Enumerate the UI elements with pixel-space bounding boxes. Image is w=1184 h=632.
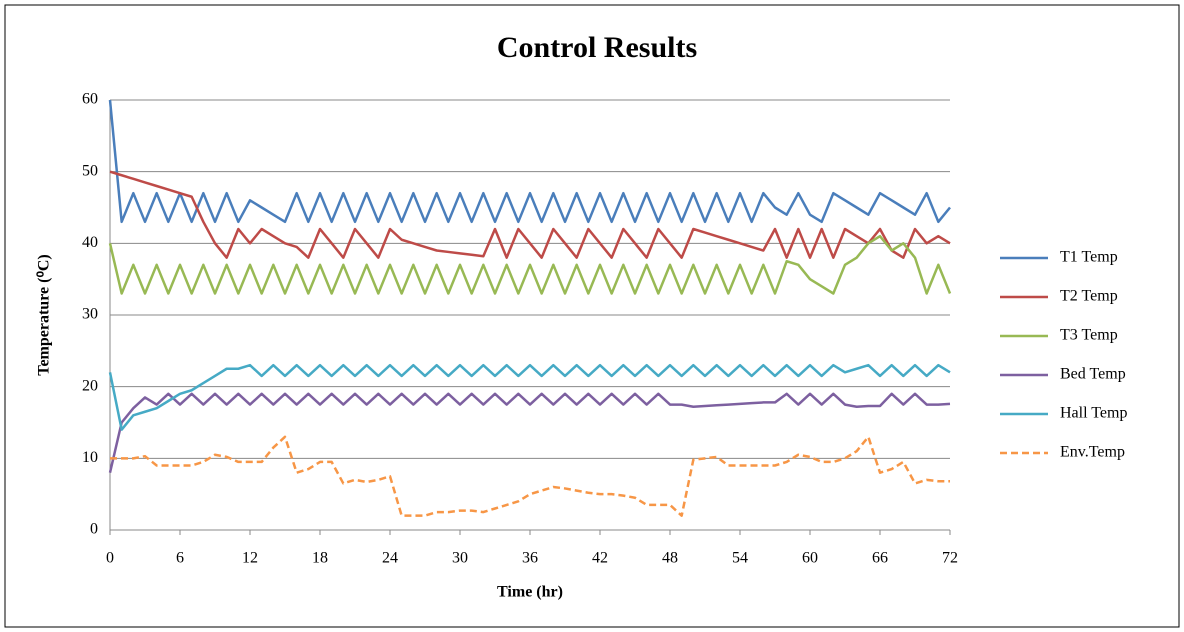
series-line [108, 363, 951, 431]
x-tick-label: 30 [452, 550, 468, 567]
x-tick-label: 66 [872, 550, 888, 567]
legend-label: Env.Temp [1060, 444, 1125, 461]
series-line [110, 435, 950, 517]
x-tick-label: 54 [732, 550, 748, 567]
legend-label: Hall Temp [1060, 405, 1127, 422]
x-tick-label: 36 [522, 550, 538, 567]
x-tick-label: 0 [106, 550, 114, 567]
x-tick-label: 18 [312, 550, 328, 567]
series-line [108, 234, 952, 295]
legend-label: Bed Temp [1060, 366, 1126, 383]
legend-label: T3 Temp [1060, 327, 1118, 344]
x-axis-label: Time (hr) [497, 584, 563, 601]
x-tick-label: 42 [592, 550, 608, 567]
y-tick-label: 60 [82, 91, 98, 108]
y-tick-label: 50 [82, 162, 98, 179]
series-line [108, 99, 951, 224]
chart-border [4, 4, 1180, 628]
series-line [108, 392, 951, 473]
y-tick-label: 10 [82, 449, 98, 466]
legend-label: T2 Temp [1060, 288, 1118, 305]
y-tick-label: 20 [82, 377, 98, 394]
x-tick-label: 48 [662, 550, 678, 567]
x-tick-label: 60 [802, 550, 818, 567]
x-tick-label: 72 [942, 550, 958, 567]
chart-title: Control Results [497, 31, 697, 64]
legend-label: T1 Temp [1060, 249, 1118, 266]
y-tick-label: 0 [90, 521, 98, 538]
y-tick-label: 40 [82, 234, 98, 251]
x-tick-label: 12 [242, 550, 258, 567]
y-axis-label: Temperature (⁰C) [36, 254, 53, 376]
series-line [109, 170, 951, 259]
y-tick-label: 30 [82, 306, 98, 323]
x-tick-label: 6 [176, 550, 184, 567]
x-tick-label: 24 [382, 550, 398, 567]
